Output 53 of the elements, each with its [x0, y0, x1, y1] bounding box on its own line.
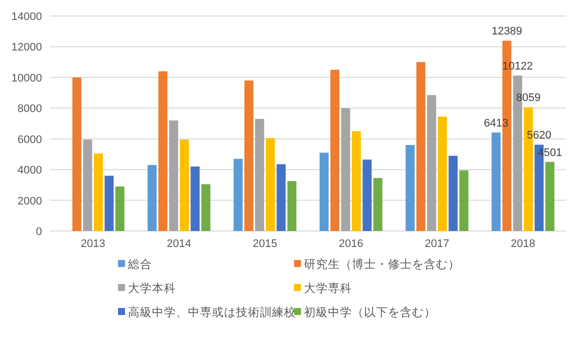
- legend-label: 大学本科: [128, 282, 176, 295]
- bar: [169, 120, 178, 231]
- bar: [276, 164, 286, 231]
- data-label: 12389: [492, 26, 522, 38]
- legend-label: 総合: [127, 258, 152, 271]
- y-tick-label: 10000: [11, 72, 42, 84]
- x-tick-label: 2018: [510, 238, 536, 250]
- bar: [492, 132, 501, 231]
- bar: [244, 80, 254, 231]
- legend-label: 大学専科: [304, 282, 352, 295]
- bar: [373, 178, 382, 231]
- bar: [115, 186, 124, 231]
- bar: [330, 70, 340, 231]
- bar: [201, 184, 210, 231]
- bar: [438, 116, 447, 231]
- legend-label: 研究生（博士・修士を含む）: [304, 257, 460, 271]
- y-tick-label: 6000: [18, 134, 42, 146]
- data-label: 8059: [516, 92, 541, 104]
- bar: [416, 62, 426, 231]
- bar: [448, 156, 458, 231]
- y-tick-label: 8000: [18, 103, 42, 116]
- bar: [148, 164, 157, 231]
- x-tick-label: 2014: [166, 238, 192, 250]
- bar: [362, 160, 372, 231]
- bar: [255, 118, 264, 231]
- bar: [320, 152, 329, 231]
- x-tick-label: 2016: [338, 238, 364, 250]
- x-tick-label: 2013: [80, 238, 106, 250]
- x-tick-label: 2015: [252, 238, 278, 250]
- y-tick-label: 12000: [11, 42, 42, 54]
- bar: [287, 181, 296, 231]
- x-tick-label: 2017: [424, 238, 450, 250]
- y-tick-label: 0: [36, 226, 42, 238]
- bar: [190, 166, 200, 231]
- y-tick-label: 4000: [18, 164, 42, 177]
- bar: [104, 176, 114, 231]
- bar: [180, 140, 189, 231]
- bar: [94, 153, 103, 231]
- bar: [341, 108, 350, 231]
- bar: [158, 71, 168, 231]
- legend-label: 高級中学、中専或は技術訓練校: [128, 305, 296, 319]
- legend-label: 初級中学（以下を含む）: [304, 305, 436, 319]
- bar: [234, 158, 243, 231]
- bar: [72, 77, 82, 231]
- y-tick-label: 14000: [11, 11, 42, 23]
- bar: [406, 145, 415, 231]
- bar: [83, 140, 92, 231]
- bar: [459, 170, 468, 231]
- bar: [545, 162, 554, 231]
- bar: [266, 138, 275, 231]
- bar: [427, 95, 436, 231]
- bar: [352, 131, 361, 231]
- y-tick-label: 2000: [18, 195, 42, 208]
